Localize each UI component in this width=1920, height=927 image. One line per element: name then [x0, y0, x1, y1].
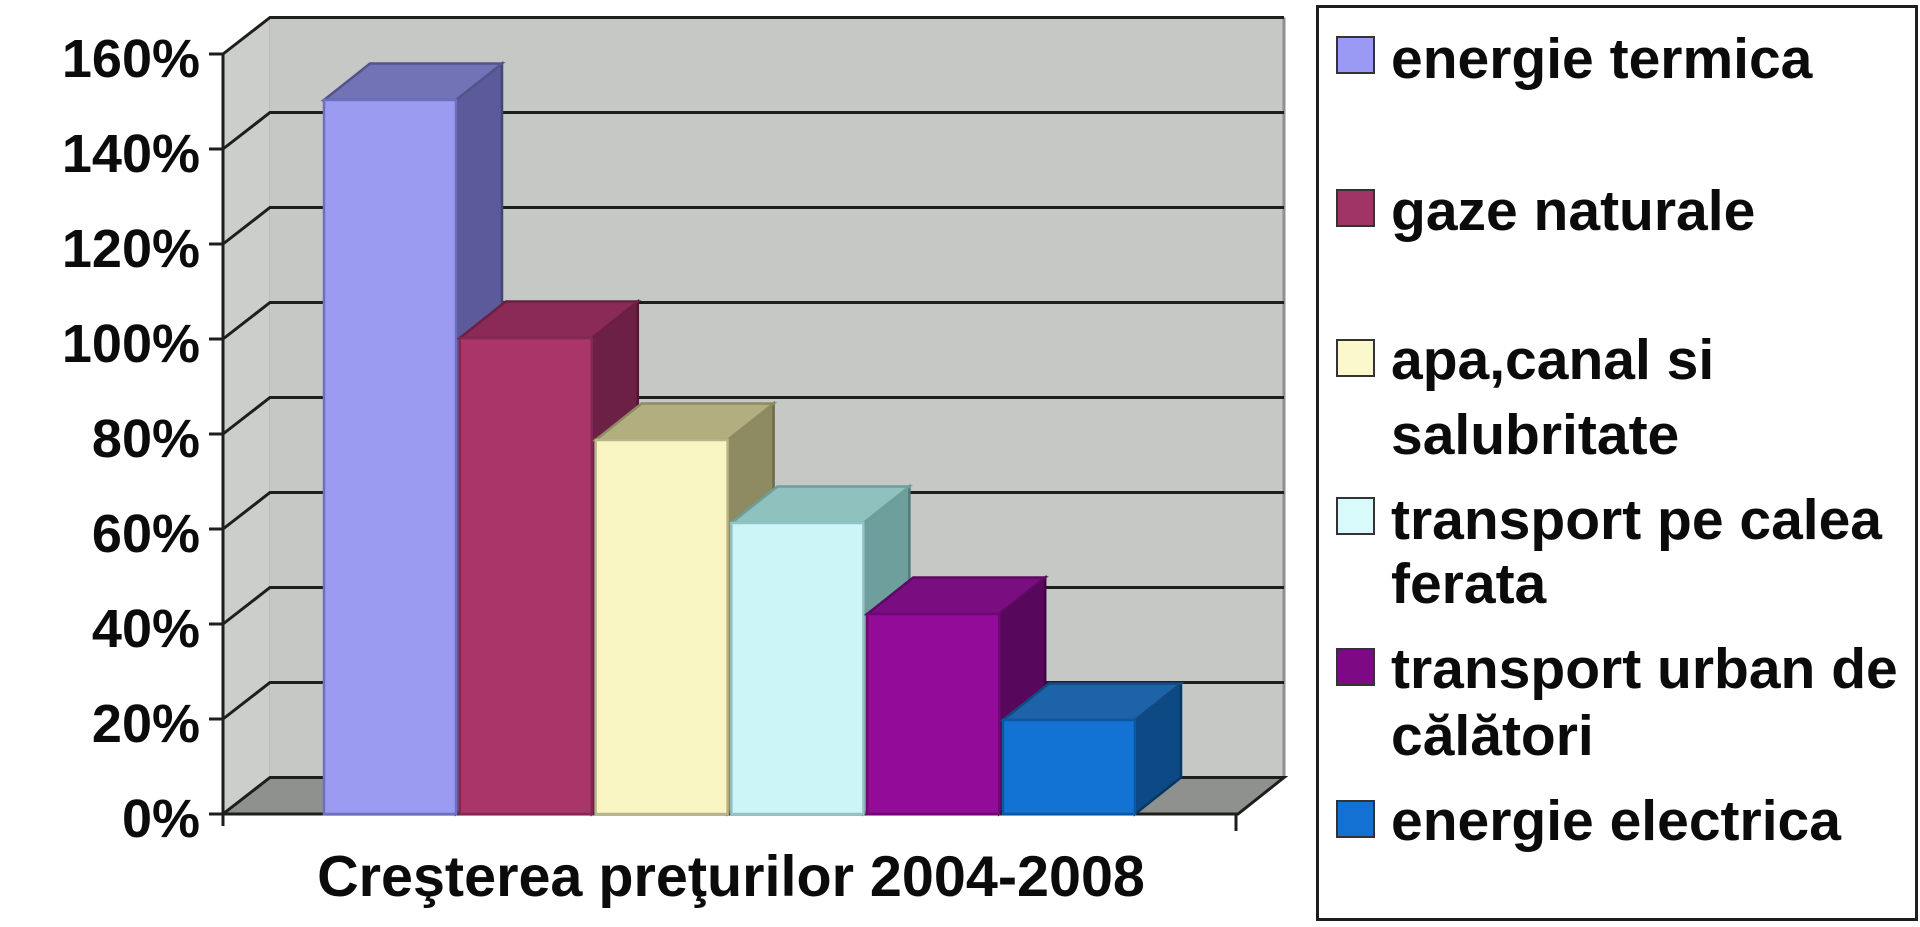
- svg-text:0%: 0%: [122, 789, 200, 849]
- svg-text:transport pe calea: transport pe calea: [1391, 488, 1883, 552]
- svg-text:gaze naturale: gaze naturale: [1391, 179, 1755, 243]
- svg-text:energie termica: energie termica: [1391, 27, 1814, 91]
- svg-text:apa,canal si: apa,canal si: [1391, 328, 1714, 392]
- svg-text:100%: 100%: [62, 314, 200, 374]
- svg-text:160%: 160%: [62, 29, 200, 89]
- svg-text:energie electrica: energie electrica: [1391, 789, 1842, 853]
- svg-text:ferata: ferata: [1391, 552, 1548, 616]
- svg-text:salubritate: salubritate: [1391, 403, 1679, 467]
- svg-text:60%: 60%: [92, 504, 200, 564]
- svg-text:80%: 80%: [92, 409, 200, 469]
- svg-text:transport urban de: transport urban de: [1391, 637, 1898, 701]
- svg-text:20%: 20%: [92, 694, 200, 754]
- svg-text:40%: 40%: [92, 599, 200, 659]
- svg-text:Creşterea preţurilor 2004-2008: Creşterea preţurilor 2004-2008: [317, 845, 1145, 909]
- svg-text:120%: 120%: [62, 219, 200, 279]
- svg-text:140%: 140%: [62, 124, 200, 184]
- svg-text:călători: călători: [1391, 704, 1594, 768]
